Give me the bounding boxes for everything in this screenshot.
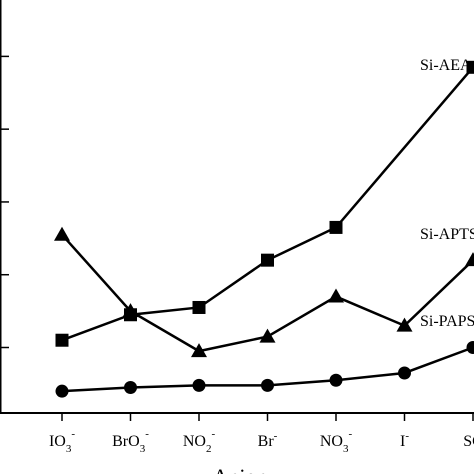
data-point bbox=[122, 303, 139, 318]
series-name-label: Si-APTS bbox=[420, 226, 474, 243]
data-point bbox=[55, 333, 69, 347]
data-point bbox=[191, 343, 207, 358]
x-tick-label: NO3- bbox=[320, 428, 353, 455]
x-tick-label: I- bbox=[400, 430, 409, 450]
data-point bbox=[192, 378, 206, 392]
x-tick-label: NO2- bbox=[183, 428, 216, 455]
data-point bbox=[261, 378, 274, 392]
x-tick-label: BrO3- bbox=[112, 428, 149, 455]
labels-layer: IO3- BrO3- NO2- Br- NO3- I- SC Si-AEA Si-APTS Si-… bbox=[49, 57, 474, 455]
data-point bbox=[55, 384, 69, 398]
x-tick-label: SC bbox=[463, 433, 474, 450]
data-point bbox=[329, 220, 343, 234]
data-point bbox=[54, 226, 70, 241]
data-point bbox=[466, 341, 474, 354]
axes bbox=[0, 0, 474, 421]
x-tick-label: IO3- bbox=[49, 428, 75, 455]
data-point bbox=[259, 328, 276, 343]
series-si-apts bbox=[54, 226, 474, 358]
data-point bbox=[396, 317, 413, 332]
data-point bbox=[261, 253, 274, 267]
series-si-aea bbox=[55, 60, 474, 347]
series-line bbox=[61, 66, 474, 342]
series-si-paps bbox=[55, 341, 474, 398]
data-point bbox=[329, 373, 343, 387]
data-point bbox=[192, 300, 206, 314]
series-name-label: Si-AEA bbox=[420, 57, 472, 74]
series-name-label: Si-PAPS bbox=[420, 313, 474, 330]
data-point bbox=[328, 288, 344, 303]
data-point bbox=[466, 60, 474, 74]
data-point bbox=[124, 381, 137, 395]
data-point bbox=[398, 366, 411, 380]
x-tick-label: Br- bbox=[258, 430, 278, 450]
series-layer bbox=[54, 60, 474, 398]
x-axis-title: Anion bbox=[213, 464, 268, 474]
data-point bbox=[465, 252, 474, 267]
